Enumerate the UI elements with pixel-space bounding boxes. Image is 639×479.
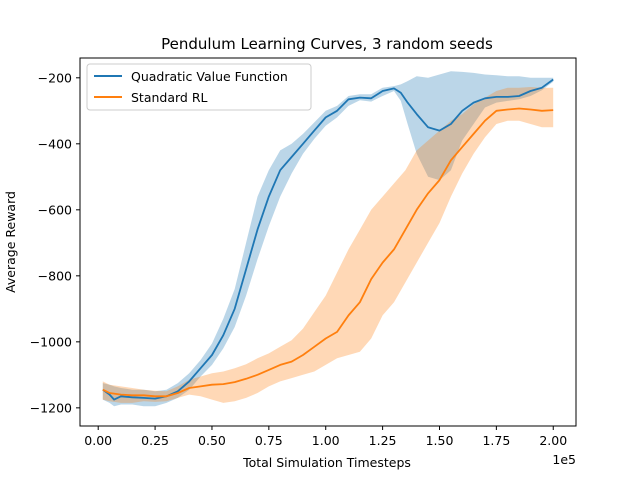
x-tick-label: 0.75: [255, 433, 283, 448]
legend-box: [86, 63, 312, 111]
band-standard: [102, 87, 554, 403]
x-axis-offset-label: 1e5: [552, 452, 576, 467]
confidence-bands: [102, 71, 554, 407]
x-tick-label: 0.25: [141, 433, 169, 448]
y-tick-label: −1000: [30, 334, 72, 349]
legend-label-quadratic: Quadratic Value Function: [131, 69, 288, 84]
band-quadratic: [102, 71, 554, 407]
x-tick-label: 1.00: [312, 433, 340, 448]
x-tick-label: 2.00: [539, 433, 567, 448]
y-tick-label: −800: [38, 268, 72, 283]
x-tick-label: 1.25: [369, 433, 397, 448]
y-tick-label: −600: [38, 202, 72, 217]
series-lines: [102, 78, 554, 401]
x-tick-label: 0.50: [198, 433, 226, 448]
plot-frame: [79, 57, 577, 427]
y-tick-label: −400: [38, 136, 72, 151]
y-tick-label: −1200: [30, 400, 72, 415]
x-tick-label: 1.50: [426, 433, 454, 448]
line-standard: [102, 107, 554, 398]
y-axis-label: Average Reward: [3, 191, 18, 293]
x-axis-ticks: 0.00 0.25 0.50 0.75 1.00 1.25 1.50 1.75 2.00: [84, 426, 567, 448]
x-axis-label: Total Simulation Timesteps: [242, 455, 411, 470]
legend: Quadratic Value Function Standard RL: [86, 63, 312, 111]
x-tick-label: 0.00: [84, 433, 112, 448]
x-tick-label: 1.75: [482, 433, 510, 448]
y-axis-ticks: −1200 −1000 −800 −600 −400 −200: [30, 70, 80, 415]
chart-title: Pendulum Learning Curves, 3 random seeds: [161, 35, 493, 53]
legend-label-standard: Standard RL: [131, 90, 208, 105]
y-tick-label: −200: [38, 70, 72, 85]
